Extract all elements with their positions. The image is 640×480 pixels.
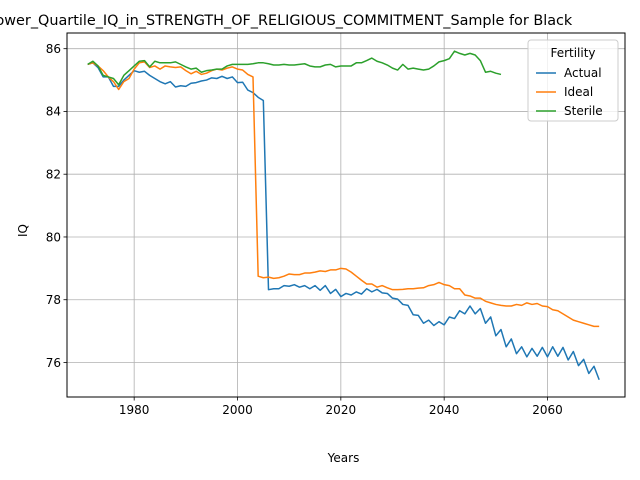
legend-label-sterile: Sterile bbox=[564, 104, 603, 118]
series-line-actual bbox=[87, 62, 600, 381]
legend-label-ideal: Ideal bbox=[564, 85, 593, 99]
series-lines bbox=[87, 50, 600, 381]
x-axis-ticks: 1980 2000 2020 2040 2060 bbox=[119, 397, 563, 417]
x-tick-label: 2060 bbox=[532, 403, 563, 417]
y-tick-label: 80 bbox=[46, 230, 61, 244]
y-tick-label: 82 bbox=[46, 168, 61, 182]
legend-label-actual: Actual bbox=[564, 66, 602, 80]
x-tick-label: 1980 bbox=[119, 403, 150, 417]
x-axis-label: Years bbox=[327, 451, 360, 465]
y-tick-label: 76 bbox=[46, 356, 61, 370]
y-axis-label: IQ bbox=[16, 224, 30, 237]
y-axis-ticks: 76 78 80 82 84 86 bbox=[46, 42, 67, 370]
y-tick-label: 86 bbox=[46, 42, 61, 56]
series-line-ideal bbox=[87, 61, 600, 328]
series-line-sterile bbox=[87, 50, 502, 86]
legend-box bbox=[527, 39, 619, 122]
legend: Fertility Actual Ideal Sterile bbox=[527, 39, 619, 122]
x-tick-label: 2000 bbox=[222, 403, 253, 417]
y-tick-label: 84 bbox=[46, 105, 61, 119]
chart-title: Lower_Quartile_IQ_in_STRENGTH_OF_RELIGIO… bbox=[0, 13, 573, 29]
y-tick-label: 78 bbox=[46, 293, 61, 307]
legend-title: Fertility bbox=[550, 46, 595, 60]
plot-frame bbox=[66, 32, 626, 398]
x-tick-label: 2020 bbox=[326, 403, 357, 417]
x-tick-label: 2040 bbox=[429, 403, 460, 417]
